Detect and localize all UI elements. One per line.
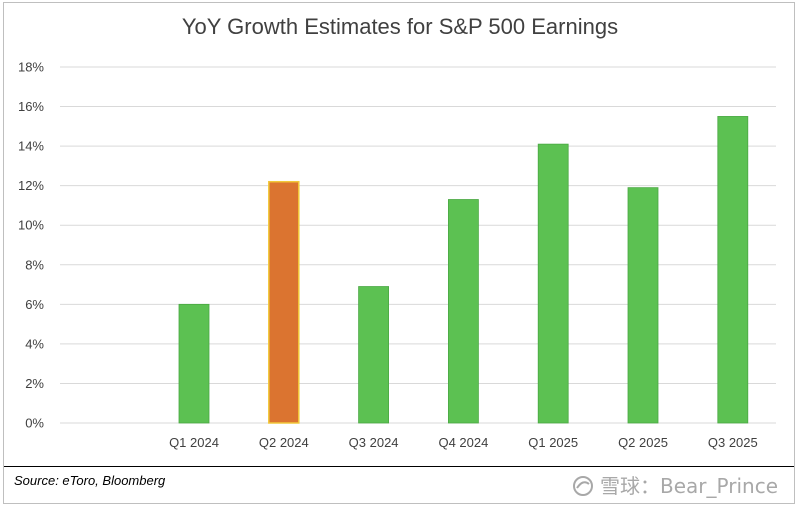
y-tick-label: 14% — [18, 139, 44, 154]
watermark: 雪球：Bear_Prince — [572, 470, 778, 499]
watermark-text: 雪球：Bear_Prince — [600, 474, 778, 498]
bars — [178, 116, 749, 424]
gridlines — [60, 66, 776, 424]
y-tick-label: 0% — [25, 416, 44, 431]
snowball-logo-icon — [573, 476, 594, 496]
y-tick-label: 10% — [18, 218, 44, 233]
x-tick-label: Q3 2024 — [349, 435, 399, 450]
y-tick-label: 18% — [18, 60, 44, 75]
y-tick-label: 16% — [18, 99, 44, 114]
y-tick-label: 8% — [25, 257, 44, 272]
y-tick-label: 4% — [25, 336, 44, 351]
bar-q2-2024 — [268, 180, 300, 424]
y-tick-label: 6% — [25, 297, 44, 312]
bar-q1-2024 — [178, 303, 210, 424]
bar-q1-2025 — [537, 143, 569, 424]
y-axis-ticks: 0% 2% 4% 6% 8% 10% 12% 14% 16% 18% — [18, 60, 44, 431]
chart-title: YoY Growth Estimates for S&P 500 Earning… — [181, 14, 619, 39]
x-tick-label: Q2 2025 — [618, 435, 668, 450]
source-note: Source: eToro, Bloomberg — [14, 473, 166, 488]
x-tick-label: Q1 2025 — [528, 435, 578, 450]
y-tick-label: 12% — [18, 178, 44, 193]
x-tick-label: Q4 2024 — [438, 435, 488, 450]
bar-q2-2025 — [627, 187, 659, 424]
y-tick-label: 2% — [25, 376, 44, 391]
x-tick-label: Q1 2024 — [169, 435, 219, 450]
source-divider — [4, 466, 794, 503]
bar-q3-2025 — [717, 116, 749, 424]
bar-q3-2024 — [358, 286, 390, 424]
bar-q4-2024 — [447, 199, 479, 424]
chart-frame — [3, 2, 795, 504]
x-axis-ticks: Q1 2024 Q2 2024 Q3 2024 Q4 2024 Q1 2025 Q2 20… — [169, 435, 758, 450]
x-tick-label: Q2 2024 — [259, 435, 309, 450]
x-tick-label: Q3 2025 — [708, 435, 758, 450]
